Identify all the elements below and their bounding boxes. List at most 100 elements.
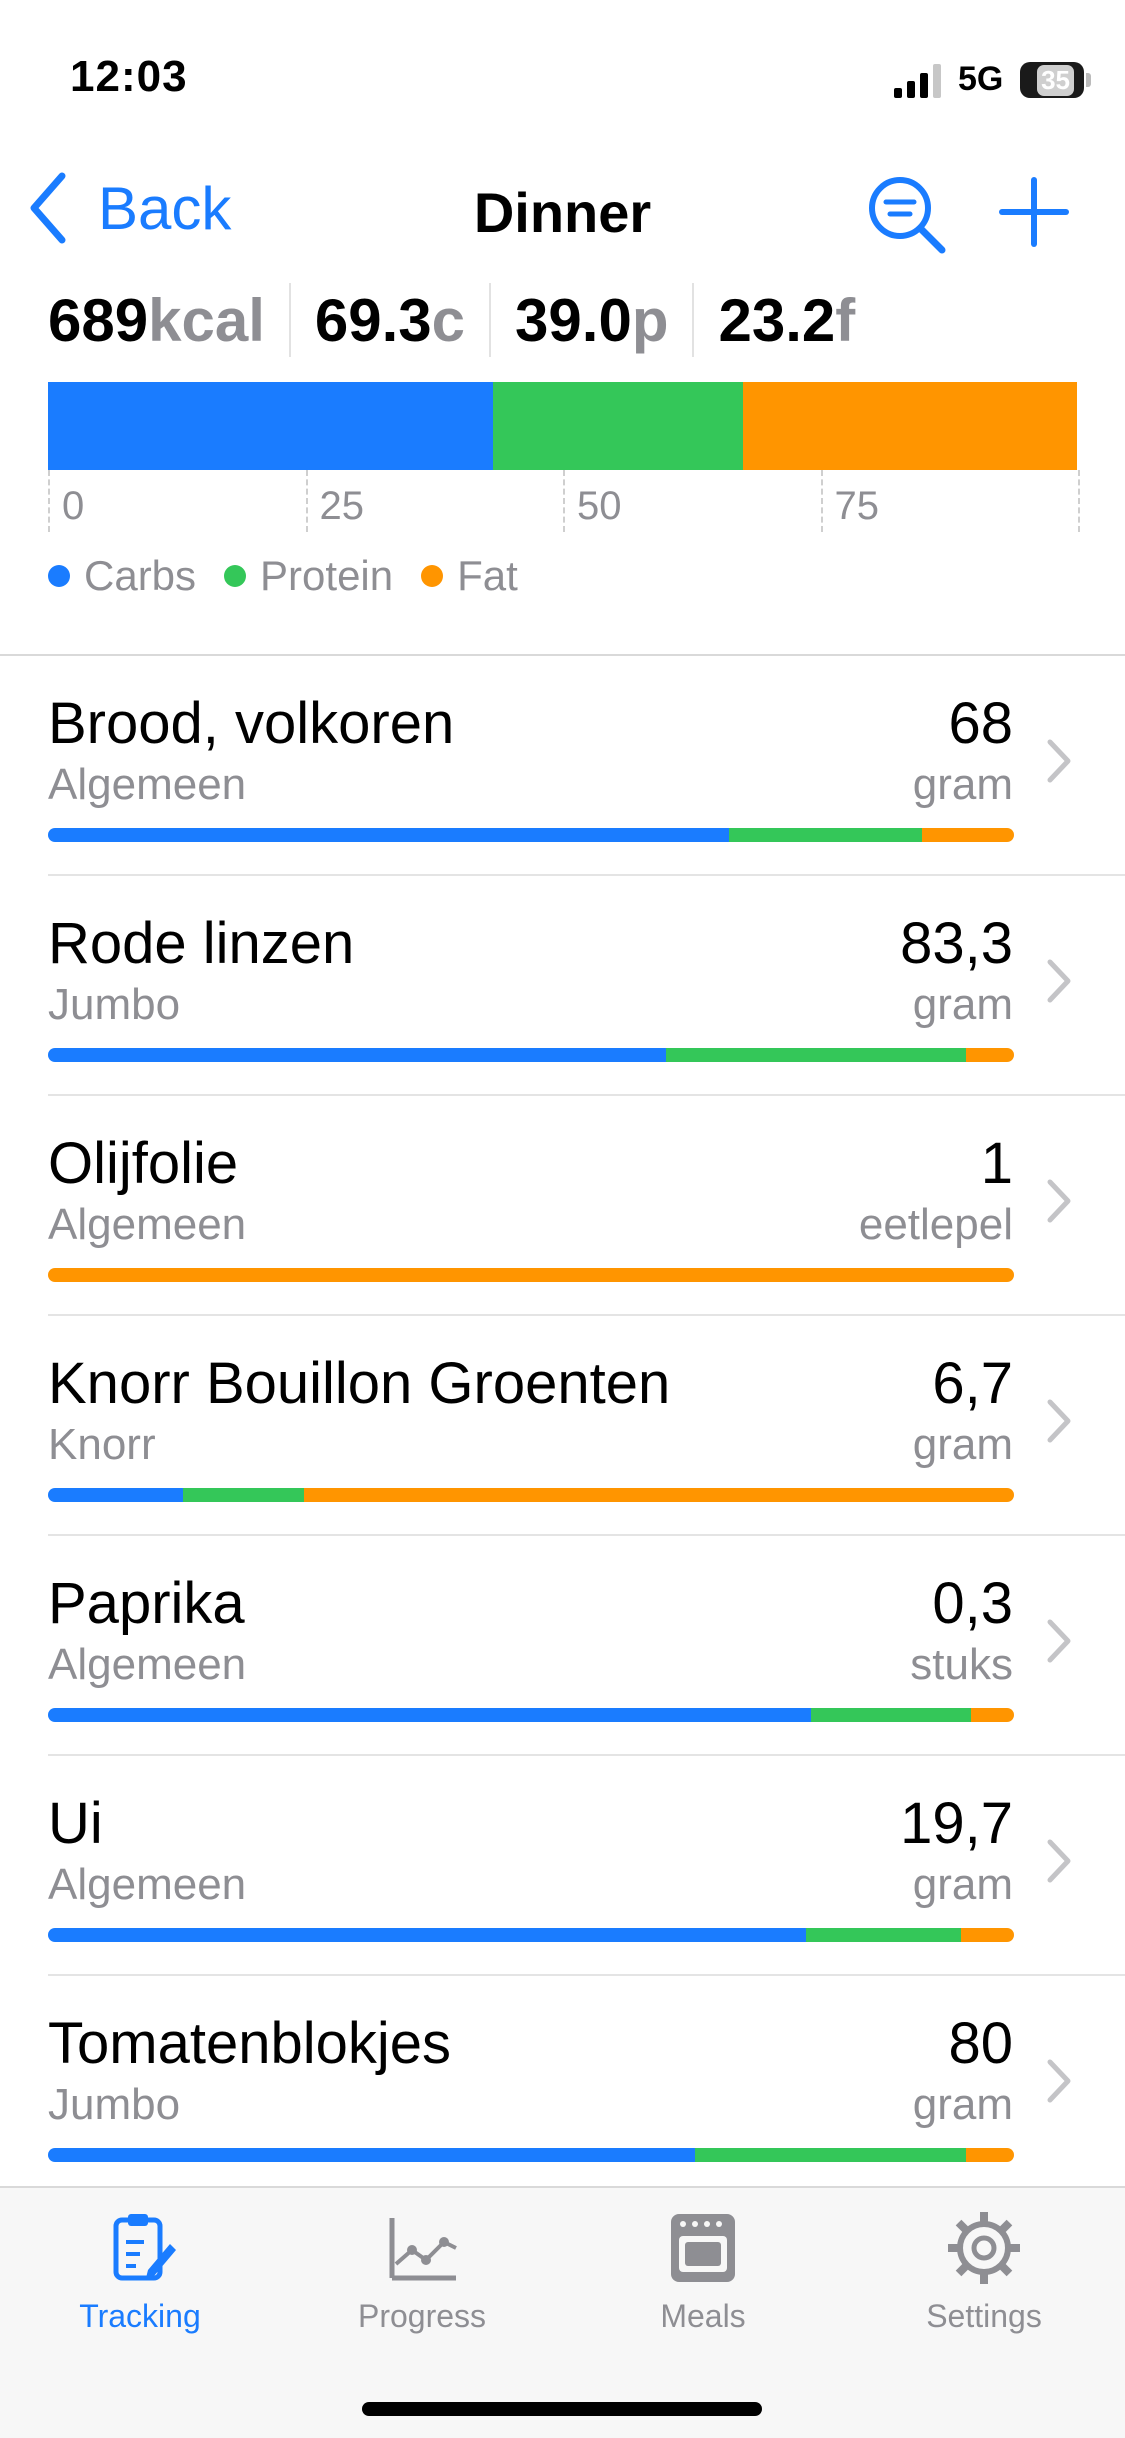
gear-icon xyxy=(948,2212,1020,2284)
food-macro-bar xyxy=(48,1488,1014,1502)
legend-item-protein: Protein xyxy=(224,552,393,600)
chevron-right-icon xyxy=(1047,2059,1071,2103)
chevron-right-icon xyxy=(1047,1839,1071,1883)
status-time: 12:03 xyxy=(70,52,188,101)
kcal-unit: kcal xyxy=(148,286,265,354)
fat-segment xyxy=(922,828,1014,842)
tab-label: Meals xyxy=(660,2298,746,2334)
section-divider xyxy=(0,654,1125,656)
plus-icon[interactable] xyxy=(998,176,1070,248)
food-row[interactable]: Olijfolie Algemeen 1 eetlepel xyxy=(0,1096,1125,1316)
carbs-segment xyxy=(48,828,730,842)
food-quantity: 6,7 xyxy=(932,1351,1013,1416)
protein-segment xyxy=(806,1928,961,1942)
axis-tick xyxy=(1078,470,1080,532)
chevron-right-icon xyxy=(1047,1619,1071,1663)
carbs-stat: 69.3c xyxy=(315,286,465,355)
macro-summary: 689kcal 69.3c 39.0p 23.2f xyxy=(48,280,1078,360)
tab-bar: Tracking Progress Meals Settings xyxy=(0,2186,1125,2438)
food-row[interactable]: Ui Algemeen 19,7 gram xyxy=(0,1756,1125,1976)
macro-legend: Carbs Protein Fat xyxy=(48,552,546,600)
legend-item-fat: Fat xyxy=(421,552,518,600)
food-name: Tomatenblokjes xyxy=(48,2011,451,2076)
line-chart-icon xyxy=(389,2218,457,2281)
fat-segment xyxy=(965,1048,1014,1062)
carbs-segment xyxy=(48,1048,667,1062)
tab-label: Progress xyxy=(357,2298,487,2334)
food-macro-bar xyxy=(48,828,1014,842)
protein-stat: 39.0p xyxy=(515,286,668,355)
tab-tracking[interactable]: Tracking xyxy=(40,2208,240,2335)
food-quantity: 68 xyxy=(948,691,1013,756)
food-row[interactable]: Tomatenblokjes Jumbo 80 gram xyxy=(0,1976,1125,2196)
carbs-unit: c xyxy=(431,286,466,354)
search-filter-icon[interactable] xyxy=(864,172,948,256)
battery-level: 35 xyxy=(1037,64,1074,96)
chevron-right-icon xyxy=(1047,739,1071,783)
fat-stat: 23.2f xyxy=(718,286,855,355)
navigation-bar: Back Dinner xyxy=(0,160,1125,270)
food-macro-bar xyxy=(48,1048,1014,1062)
food-name: Ui xyxy=(48,1791,103,1856)
fat-segment xyxy=(303,1488,1014,1502)
food-row[interactable]: Knorr Bouillon Groenten Knorr 6,7 gram xyxy=(0,1316,1125,1536)
home-indicator xyxy=(362,2402,762,2416)
food-name: Paprika xyxy=(48,1571,245,1636)
fat-segment xyxy=(48,1268,1014,1282)
food-unit: eetlepel xyxy=(858,1200,1013,1249)
carbs-segment xyxy=(48,382,493,470)
chevron-right-icon xyxy=(1047,1399,1071,1443)
food-row[interactable]: Paprika Algemeen 0,3 stuks xyxy=(0,1536,1125,1756)
protein-segment xyxy=(666,1048,966,1062)
macro-axis: 0 25 50 75 xyxy=(48,470,1080,532)
food-brand: Algemeen xyxy=(48,1640,247,1689)
carbs-segment xyxy=(48,1928,807,1942)
axis-tick xyxy=(48,470,50,532)
food-quantity: 19,7 xyxy=(900,1791,1013,1856)
carbs-segment xyxy=(48,1708,812,1722)
food-unit: gram xyxy=(912,760,1013,809)
food-quantity: 1 xyxy=(980,1131,1013,1196)
status-bar: 12:03 5G 35 xyxy=(0,0,1125,150)
food-macro-bar xyxy=(48,1708,1014,1722)
tab-label: Settings xyxy=(926,2298,1042,2334)
row-separator xyxy=(48,874,1125,876)
food-unit: gram xyxy=(912,2080,1013,2129)
network-type: 5G xyxy=(958,60,1004,98)
food-macro-bar xyxy=(48,1268,1014,1282)
tab-settings[interactable]: Settings xyxy=(884,2208,1084,2335)
tab-meals[interactable]: Meals xyxy=(603,2208,803,2335)
chevron-right-icon xyxy=(1047,1179,1071,1223)
clipboard-edit-icon xyxy=(113,2214,176,2281)
food-quantity: 80 xyxy=(948,2011,1013,2076)
food-row[interactable]: Brood, volkoren Algemeen 68 gram xyxy=(0,656,1125,876)
stat-divider xyxy=(692,283,695,357)
axis-tick-label: 50 xyxy=(577,484,622,528)
fat-segment xyxy=(965,2148,1014,2162)
food-row[interactable]: Rode linzen Jumbo 83,3 gram xyxy=(0,876,1125,1096)
tab-progress[interactable]: Progress xyxy=(322,2208,522,2335)
food-unit: stuks xyxy=(910,1640,1013,1689)
food-macro-bar xyxy=(48,2148,1014,2162)
chevron-right-icon xyxy=(1047,959,1071,1003)
food-brand: Algemeen xyxy=(48,1860,247,1909)
back-button[interactable]: Back xyxy=(28,170,231,246)
oven-icon xyxy=(671,2214,735,2282)
kcal-stat: 689kcal xyxy=(48,286,265,355)
carbs-value: 69.3 xyxy=(314,286,432,354)
kcal-value: 689 xyxy=(48,286,149,354)
legend-dot xyxy=(421,565,444,587)
axis-tick xyxy=(563,470,565,532)
food-brand: Jumbo xyxy=(48,2080,181,2129)
protein-segment xyxy=(183,1488,304,1502)
stat-divider xyxy=(288,283,291,357)
food-unit: gram xyxy=(912,1860,1013,1909)
protein-segment xyxy=(811,1708,971,1722)
macro-distribution-bar xyxy=(48,382,1077,470)
food-brand: Algemeen xyxy=(48,1200,247,1249)
axis-tick-label: 25 xyxy=(319,484,365,528)
legend-label: Carbs xyxy=(84,552,197,599)
row-separator xyxy=(48,1534,1125,1536)
carbs-segment xyxy=(48,2148,696,2162)
food-brand: Algemeen xyxy=(48,760,247,809)
